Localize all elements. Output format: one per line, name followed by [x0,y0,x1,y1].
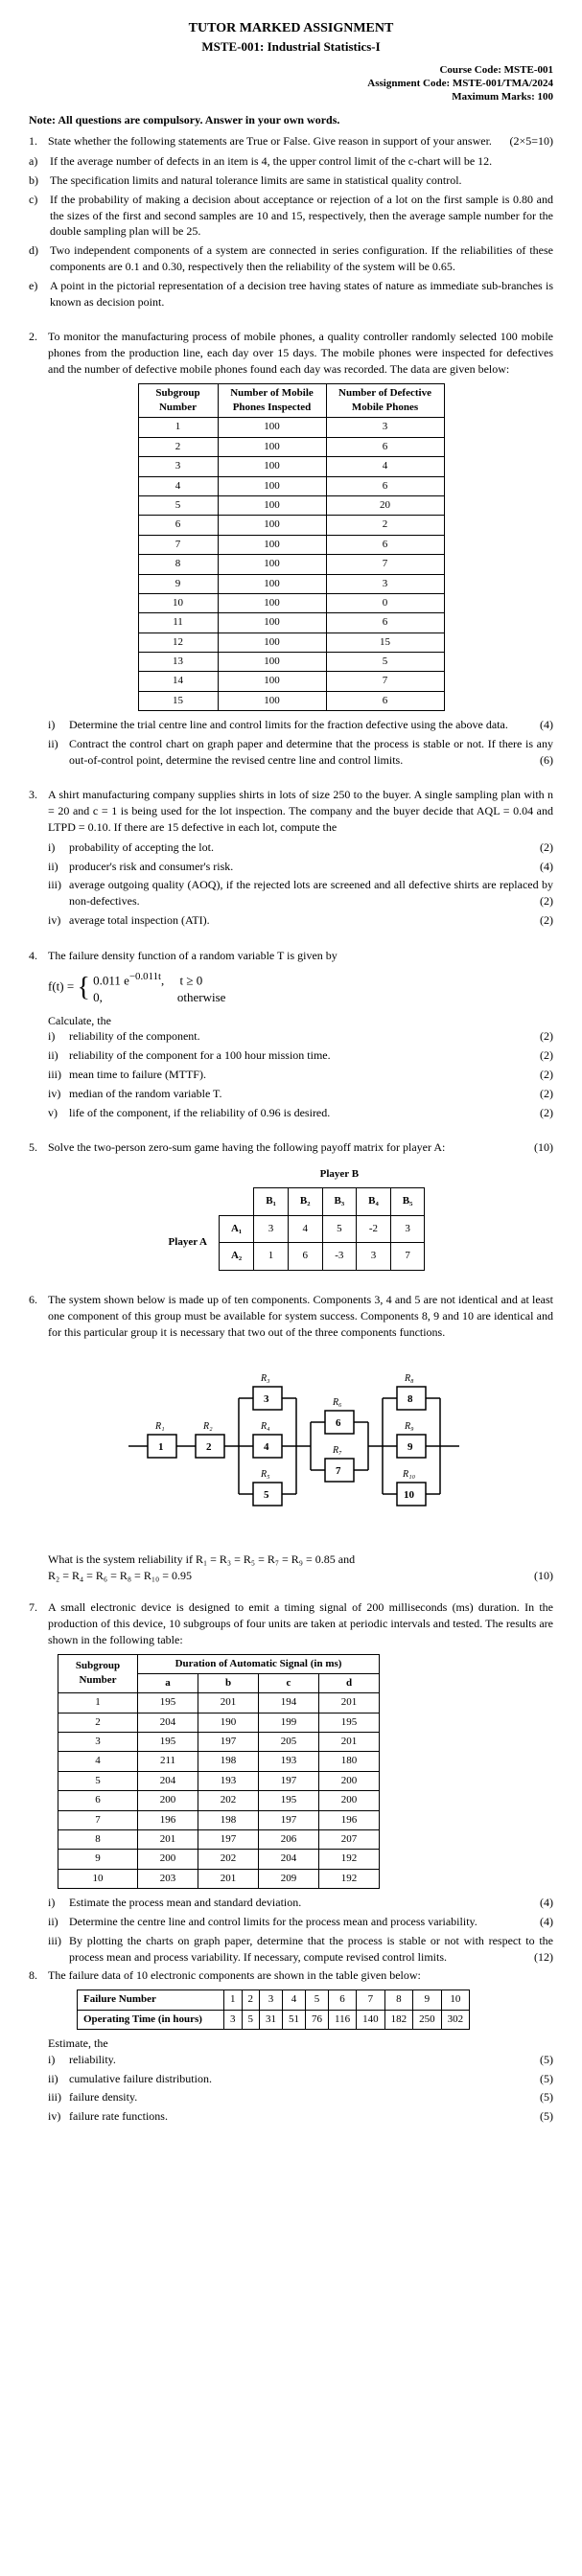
q2-table: Subgroup Number Number of Mobile Phones … [138,383,445,712]
max-marks: Maximum Marks: 100 [29,90,553,104]
q1-text: State whether the following statements a… [48,133,553,150]
q1d: Two independent components of a system a… [50,242,553,275]
note: Note: All questions are compulsory. Answ… [29,112,553,128]
q6-rel1: What is the system reliability if R₁ = R… [48,1552,553,1568]
q5-num: 5. [29,1139,48,1156]
svg-text:R₃: R₃ [260,1373,270,1384]
svg-text:9: 9 [407,1441,413,1453]
svg-text:R₁₀: R₁₀ [402,1469,416,1480]
svg-text:5: 5 [264,1489,269,1501]
course-code: Course Code: MSTE-001 [29,63,553,77]
q7-text: A small electronic device is designed to… [48,1599,553,1647]
svg-text:R₈: R₈ [404,1373,414,1384]
svg-text:R₄: R₄ [260,1421,270,1432]
svg-text:3: 3 [264,1393,269,1405]
q8-num: 8. [29,1967,48,1984]
q8-table: Failure Number 12 34 56 78 910 Operating… [77,1990,470,2030]
q1b: The specification limits and natural tol… [50,172,553,189]
q4-calc: Calculate, the [48,1013,553,1029]
svg-text:8: 8 [407,1393,413,1405]
q7-num: 7. [29,1599,48,1647]
q5-text: Solve the two-person zero-sum game havin… [48,1139,553,1156]
q2i: Determine the trial centre line and cont… [69,717,553,733]
page-subtitle: MSTE-001: Industrial Statistics-I [29,38,553,56]
assignment-code: Assignment Code: MSTE-001/TMA/2024 [29,77,553,90]
q4-num: 4. [29,948,48,964]
q6-num: 6. [29,1292,48,1340]
q1e: A point in the pictorial representation … [50,278,553,310]
q8-text: The failure data of 10 electronic compon… [48,1967,553,1984]
q4-text: The failure density function of a random… [48,948,553,964]
svg-text:R₂: R₂ [202,1421,213,1432]
q1a: If the average number of defects in an i… [50,153,553,170]
svg-text:10: 10 [404,1489,415,1501]
q7-table: Subgroup Number Duration of Automatic Si… [58,1654,380,1890]
svg-text:R₁: R₁ [154,1421,165,1432]
q1-marks: (2×5=10) [509,133,553,150]
q6-text: The system shown below is made up of ten… [48,1292,553,1340]
q1c: If the probability of making a decision … [50,192,553,240]
svg-text:R₅: R₅ [260,1469,270,1480]
svg-text:R₉: R₉ [404,1421,414,1432]
q6-rel2: R₂ = R₄ = R₆ = R₈ = R₁₀ = 0.95(10) [48,1568,553,1584]
svg-text:R₆: R₆ [332,1397,342,1408]
q8-estimate: Estimate, the [48,2036,553,2052]
svg-text:7: 7 [336,1465,341,1477]
page-title: TUTOR MARKED ASSIGNMENT [29,19,553,38]
q2-text: To monitor the manufacturing process of … [48,329,553,377]
q3-text: A shirt manufacturing company supplies s… [48,787,553,835]
q1-num: 1. [29,133,48,150]
svg-text:4: 4 [264,1441,269,1453]
q5-payoff-table: Player B B₁ B₂ B₃ B₄ B₅ Player A A₁ 3 4 … [157,1162,426,1271]
svg-text:6: 6 [336,1417,341,1429]
q2ii: Contract the control chart on graph pape… [69,736,553,769]
q4-formula: f(t) = { 0.011 e−0.011t, t ≥ 0 0, otherw… [48,969,553,1006]
svg-text:R₇: R₇ [332,1445,342,1456]
svg-text:2: 2 [206,1441,212,1453]
q3-num: 3. [29,787,48,835]
q2-num: 2. [29,329,48,377]
q6-diagram: .box{fill:#fff;stroke:#000;stroke-width:… [119,1350,464,1542]
svg-text:1: 1 [158,1441,164,1453]
